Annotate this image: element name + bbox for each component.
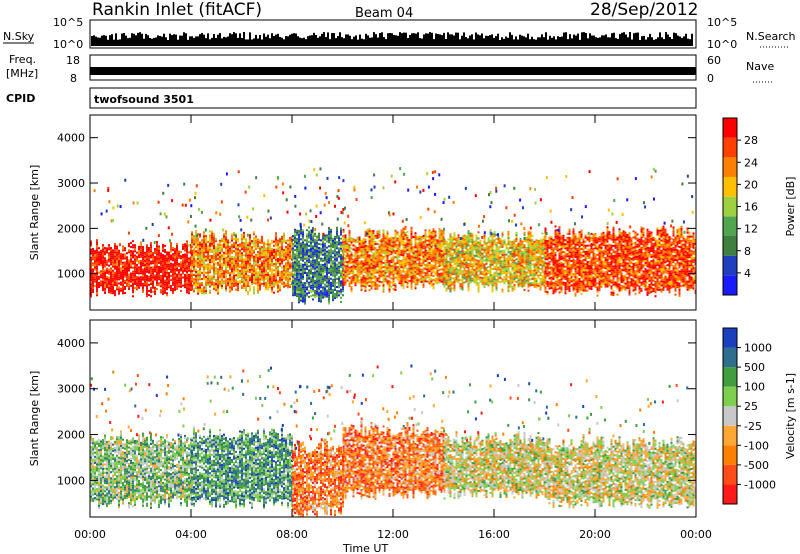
power-scatter [90,167,696,305]
nsky-tick-bottom-right: 10^0 [707,38,737,51]
nsky-tick-bottom-left: 10^0 [53,38,83,51]
nsky-frame [89,19,697,49]
beam-label: Beam 04 [355,6,413,21]
freq-tick-top: 18 [66,54,80,67]
xtick-label: 20:00 [579,528,611,541]
power-y-axis: 1000 2000 3000 4000 [57,132,696,281]
freq-unit: [MHz] [6,67,38,80]
freq-series [90,67,696,75]
velocity-colorbar-tick-label: -100 [744,439,769,452]
velocity-colorbar-tick-label: -1000 [744,478,776,491]
velocity-band-2 [292,384,344,517]
power-colorbar-swatch [723,196,737,217]
power-colorbar-swatch [723,236,737,256]
time-axis-title: Time UT [342,542,388,554]
ytick-label: 3000 [57,177,85,190]
velocity-colorbar-tick-label: -500 [744,459,769,472]
velocity-colorbar-tick-label: 100 [744,381,765,394]
velocity-colorbar-swatch [723,367,737,387]
velocity-colorbar-tick-label: 25 [744,400,758,413]
nave-label: Nave [746,60,774,73]
ytick-label: 4000 [57,337,85,350]
station-title: Rankin Inlet (fitACF) [92,0,262,20]
velocity-colorbar-tick-label: -25 [744,420,762,433]
freq-tick-bottom: 8 [70,72,77,85]
power-y-axis-title: Slant Range [km] [28,165,41,261]
ytick-label: 1000 [57,474,85,487]
ytick-label: 3000 [57,383,85,396]
velocity-colorbar-swatch [723,425,737,446]
power-colorbar-swatch [723,177,737,197]
ytick-label: 1000 [57,268,85,281]
time-axis-labels: 00:00 04:00 08:00 12:00 16:00 20:00 00:00 [74,528,712,541]
power-colorbar-swatch [723,118,737,138]
power-colorbar-tick-label: 4 [744,267,751,280]
velocity-band-5 [544,379,696,509]
nsky-tick-top-right: 10^5 [707,16,737,29]
velocity-band-4 [443,374,546,500]
velocity-colorbar-swatch [723,328,737,348]
power-band-5 [544,167,696,298]
velocity-colorbar-swatch [723,406,737,426]
velocity-colorbar-swatch [723,445,737,465]
power-colorbar-swatch [723,255,737,276]
velocity-colorbar-title: Velocity [m s-1] [784,373,797,459]
ytick-label: 2000 [57,429,85,442]
xtick-label: 00:00 [680,528,712,541]
power-band-2 [292,167,345,305]
date-label: 28/Sep/2012 [590,0,698,20]
velocity-colorbar-swatch [723,464,737,485]
ytick-label: 2000 [57,222,85,235]
power-colorbar-tick-label: 12 [744,223,758,236]
xtick-label: 04:00 [175,528,207,541]
power-colorbar-swatch [723,157,737,177]
velocity-band-0 [90,370,192,509]
ytick-label: 4000 [57,132,85,145]
velocity-colorbar-swatch [723,484,737,504]
power-colorbar-swatch [723,137,737,158]
nsky-tick-top-left: 10^5 [53,16,83,29]
velocity-panel: 1000 2000 3000 4000 Slant Range [km] [28,319,697,518]
power-band-0 [90,178,193,298]
nsky-series [91,32,693,46]
power-colorbar-swatch [723,216,737,236]
velocity-colorbar-tick-label: 1000 [744,342,772,355]
cpid-frame [89,87,697,109]
power-band-3 [342,167,445,293]
power-colorbar-swatch [723,275,737,295]
velocity-y-axis: 1000 2000 3000 4000 [57,337,696,487]
power-colorbar-tick-label: 20 [744,178,758,191]
power-band-4 [443,184,546,293]
velocity-colorbar-frame [722,327,738,505]
velocity-colorbar-swatch [723,347,737,368]
nsky-label: N.Sky [3,30,35,43]
velocity-band-3 [342,364,446,500]
xtick-label: 12:00 [377,528,409,541]
nave-tick-top: 60 [707,54,721,67]
velocity-scatter [90,364,696,517]
power-colorbar: 28 24 20 16 12 8 4 Power [dB] [722,117,797,296]
power-colorbar-tick-label: 28 [744,134,758,147]
cpid-value: twofsound 3501 [94,93,194,106]
power-band-1 [191,170,293,296]
velocity-y-axis-title: Slant Range [km] [28,371,41,467]
power-panel: 1000 2000 3000 4000 Slant Range [km] [28,114,697,311]
power-colorbar-title: Power [dB] [784,177,797,237]
power-colorbar-tick-label: 16 [744,201,758,214]
freq-label: Freq. [9,53,36,66]
velocity-band-1 [191,366,293,509]
velocity-colorbar: 1000 500 100 25 -25 -100 -500 -1000 Velocity [m … [722,327,797,505]
nave-tick-bottom: 0 [707,72,714,85]
velocity-colorbar-swatch [723,386,737,407]
power-colorbar-tick-label: 24 [744,156,758,169]
xtick-label: 00:00 [74,528,106,541]
xtick-label: 08:00 [276,528,308,541]
nsearch-label: N.Search [746,30,796,43]
xtick-label: 16:00 [478,528,510,541]
power-colorbar-tick-label: 8 [744,245,751,258]
cpid-label: CPID [6,92,35,105]
velocity-colorbar-tick-label: 500 [744,361,765,374]
